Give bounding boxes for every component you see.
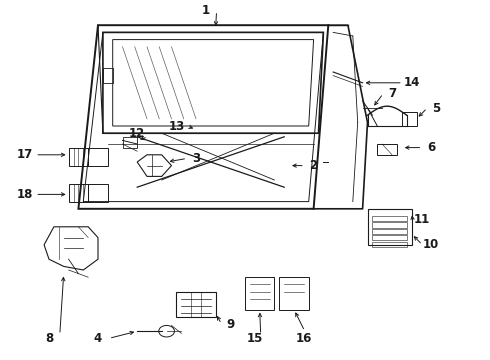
Text: 15: 15: [246, 332, 263, 345]
Text: 1: 1: [202, 4, 210, 17]
Text: 12: 12: [129, 127, 146, 140]
Text: 10: 10: [423, 238, 440, 251]
Text: 17: 17: [16, 148, 33, 161]
Text: 8: 8: [45, 332, 53, 345]
Text: 14: 14: [403, 76, 420, 89]
Text: 18: 18: [16, 188, 33, 201]
Text: 16: 16: [295, 332, 312, 345]
Text: 13: 13: [168, 120, 185, 132]
Text: 7: 7: [388, 87, 396, 100]
Text: 5: 5: [432, 102, 440, 114]
Text: 3: 3: [192, 152, 200, 165]
Text: 6: 6: [427, 141, 435, 154]
Text: 11: 11: [413, 213, 430, 226]
Text: 4: 4: [94, 332, 102, 345]
Text: 9: 9: [226, 318, 234, 330]
Text: 2: 2: [310, 159, 318, 172]
